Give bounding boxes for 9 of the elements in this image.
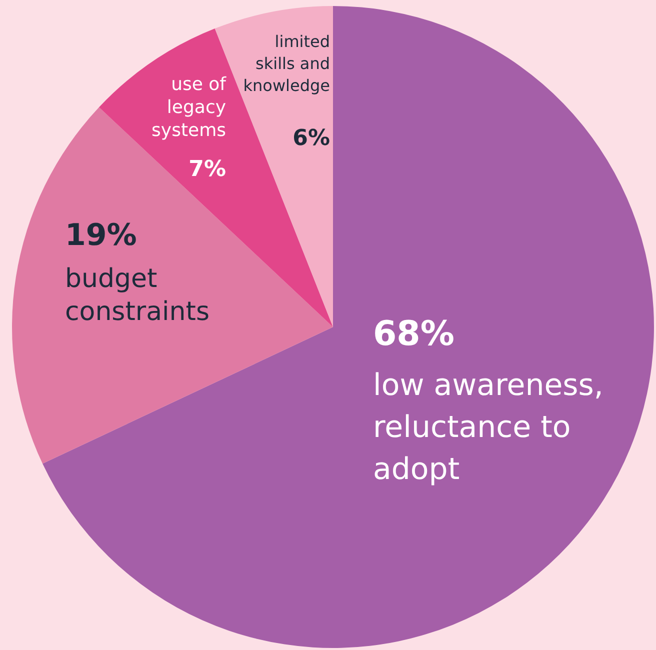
slice-label: use of legacy systems [152,74,227,141]
slice-label: limited skills and knowledge [243,32,330,95]
pie-slice [42,6,654,648]
slice-label: low awareness, reluctance to adopt [373,368,604,487]
data-label: 19% [65,218,137,253]
data-label: 7% [188,157,226,182]
data-label: 6% [292,126,330,151]
slice-label: budget constraints [65,264,210,327]
data-label: 68% [373,314,454,354]
